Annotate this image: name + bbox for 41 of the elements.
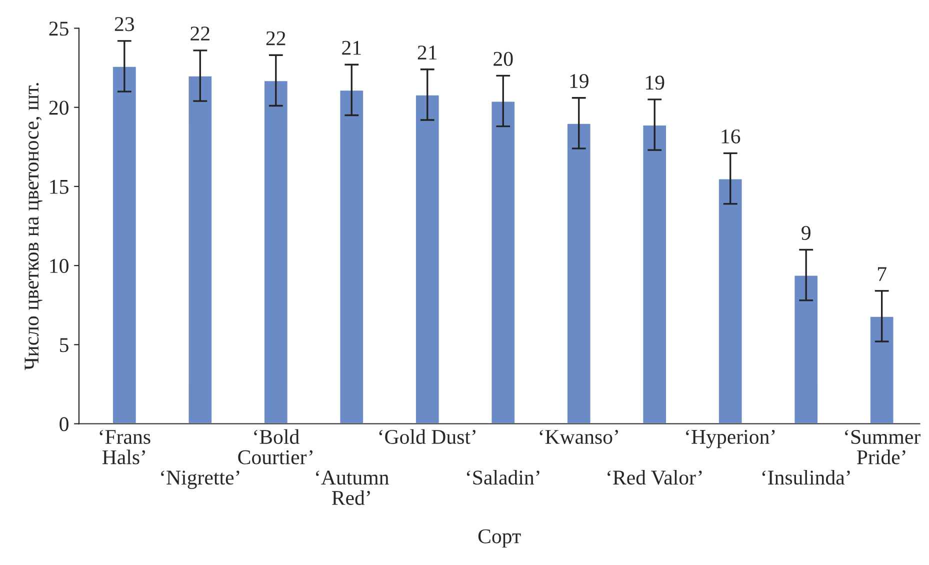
x-tick-label: ‘Hyperion’	[686, 430, 775, 448]
y-axis-title: Число цветков на цветоносе, шт.	[24, 83, 42, 370]
bar	[642, 124, 668, 424]
data-label: 19	[570, 74, 588, 88]
data-label: 7	[878, 267, 886, 281]
data-label: 23	[114, 17, 134, 32]
x-tick-label: ‘Kwanso’	[540, 430, 618, 444]
bar	[490, 100, 516, 424]
y-tick-label: 20	[49, 100, 68, 115]
data-label: 22	[190, 26, 210, 40]
x-tick-label: ‘Saladin’	[466, 470, 540, 485]
x-tick-label: ‘Summer Pride’	[845, 430, 920, 464]
data-label: 9	[802, 226, 810, 240]
data-label: 21	[418, 46, 437, 60]
x-tick-label: ‘Autumn Red’	[316, 470, 389, 505]
bar	[112, 66, 138, 424]
bar	[187, 75, 213, 424]
y-tick-label: 15	[50, 180, 68, 194]
bar	[338, 89, 364, 424]
x-tick-label: ‘Frans Hals’	[100, 430, 150, 464]
data-label: 16	[722, 129, 740, 144]
data-label: 20	[494, 52, 513, 66]
y-tick-label: 10	[50, 258, 68, 273]
bar	[263, 80, 289, 424]
bar	[718, 178, 744, 424]
bar	[793, 274, 819, 424]
y-tick-label: 25	[49, 22, 68, 36]
bar	[414, 94, 440, 424]
y-tick-label: 5	[60, 338, 68, 352]
x-tick-label: ‘Red Valor’	[608, 470, 702, 485]
y-tick-label: 0	[60, 417, 68, 432]
bar	[566, 122, 592, 424]
data-label: 22	[266, 31, 286, 46]
x-tick-label: ‘Bold Courtier’	[238, 429, 312, 464]
x-axis-title: Сорт	[478, 529, 521, 548]
x-tick-label: ‘Nigrette’	[161, 470, 240, 489]
x-tick-label: ‘Insulinda’	[762, 470, 850, 485]
x-tick-label: ‘Gold Dust’	[379, 429, 476, 444]
data-label: 21	[342, 40, 361, 55]
data-label: 19	[646, 76, 664, 90]
bar	[869, 315, 895, 424]
